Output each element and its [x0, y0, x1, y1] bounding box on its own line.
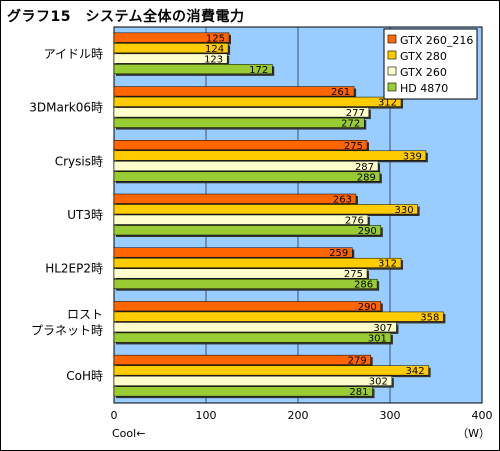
category-label: ロスト [67, 307, 103, 321]
category-label: UT3時 [67, 208, 103, 222]
bar-value-label: 287 [355, 162, 374, 173]
bar [113, 214, 369, 225]
legend-label: GTX 280 [400, 50, 447, 63]
bar [113, 204, 418, 215]
category-label: CoH時 [66, 369, 103, 383]
bar-value-label: 339 [403, 151, 422, 162]
category-label: 3DMark06時 [29, 101, 103, 115]
bar [113, 301, 382, 312]
bar-value-label: 281 [349, 387, 368, 398]
bar-value-label: 172 [249, 65, 268, 76]
bar-value-label: 125 [206, 33, 225, 44]
category-label: Crysis時 [55, 154, 103, 168]
bar [113, 150, 427, 161]
x-unit-label: （W） [457, 427, 490, 440]
bar [113, 140, 368, 151]
bar [113, 322, 397, 333]
bar [113, 171, 381, 182]
x-tick-label: 0 [111, 409, 118, 422]
bar [113, 86, 355, 97]
bar-value-label: 279 [348, 356, 367, 367]
bar [113, 43, 229, 54]
legend-box [383, 28, 478, 100]
bar [113, 354, 371, 365]
chart-title: グラフ15 システム全体の消費電力 [7, 9, 245, 25]
bar [113, 375, 393, 386]
bar [113, 332, 392, 343]
legend-swatch [387, 34, 397, 44]
bar-value-label: 312 [378, 98, 397, 109]
legend-swatch [387, 50, 397, 60]
bar [113, 161, 379, 172]
x-tick-label: 300 [380, 409, 401, 422]
bar-value-label: 272 [341, 119, 360, 130]
bar [113, 247, 353, 258]
bar-value-label: 290 [358, 226, 377, 237]
category-label: プラネット時 [31, 323, 103, 337]
bar [113, 225, 382, 236]
bar [113, 32, 230, 43]
bar [113, 193, 357, 204]
bar-value-label: 342 [406, 366, 425, 377]
bar-value-label: 261 [331, 87, 350, 98]
bar [113, 257, 402, 268]
bar-value-label: 276 [345, 216, 364, 227]
bar-value-label: 275 [344, 141, 363, 152]
bar [113, 268, 368, 279]
bar [113, 117, 365, 128]
legend-label: GTX 260_216 [400, 34, 473, 47]
category-label: アイドル時 [44, 47, 103, 61]
bar-value-label: 286 [354, 280, 373, 291]
bar-value-label: 358 [420, 312, 439, 323]
bar [113, 386, 373, 397]
bar [113, 311, 444, 322]
bar [113, 64, 273, 75]
bar-value-label: 277 [346, 108, 365, 119]
bar-value-label: 275 [344, 269, 363, 280]
bar-value-label: 263 [333, 195, 352, 206]
bar-value-label: 289 [357, 172, 376, 183]
x-tick-label: 100 [196, 409, 217, 422]
bar [113, 278, 378, 289]
bar-value-label: 312 [378, 259, 397, 270]
legend-label: HD 4870 [400, 82, 448, 95]
x-note-label: Cool← [112, 427, 145, 440]
legend-swatch [387, 82, 397, 92]
category-label: HL2EP2時 [45, 262, 103, 276]
bar-value-label: 259 [329, 248, 348, 259]
bar [113, 53, 228, 64]
x-tick-label: 400 [472, 409, 493, 422]
bar [113, 365, 429, 376]
bar-value-label: 330 [395, 205, 414, 216]
bar-value-label: 123 [204, 54, 223, 65]
bar-value-label: 290 [358, 302, 377, 313]
legend-label: GTX 260 [400, 66, 447, 79]
legend-swatch [387, 66, 397, 76]
bar [113, 96, 402, 107]
bar-value-label: 301 [368, 333, 387, 344]
bar-value-label: 302 [369, 377, 388, 388]
bar-value-label: 307 [373, 323, 392, 334]
bar [113, 107, 370, 118]
bar-value-label: 124 [205, 44, 224, 55]
x-tick-label: 200 [288, 409, 309, 422]
